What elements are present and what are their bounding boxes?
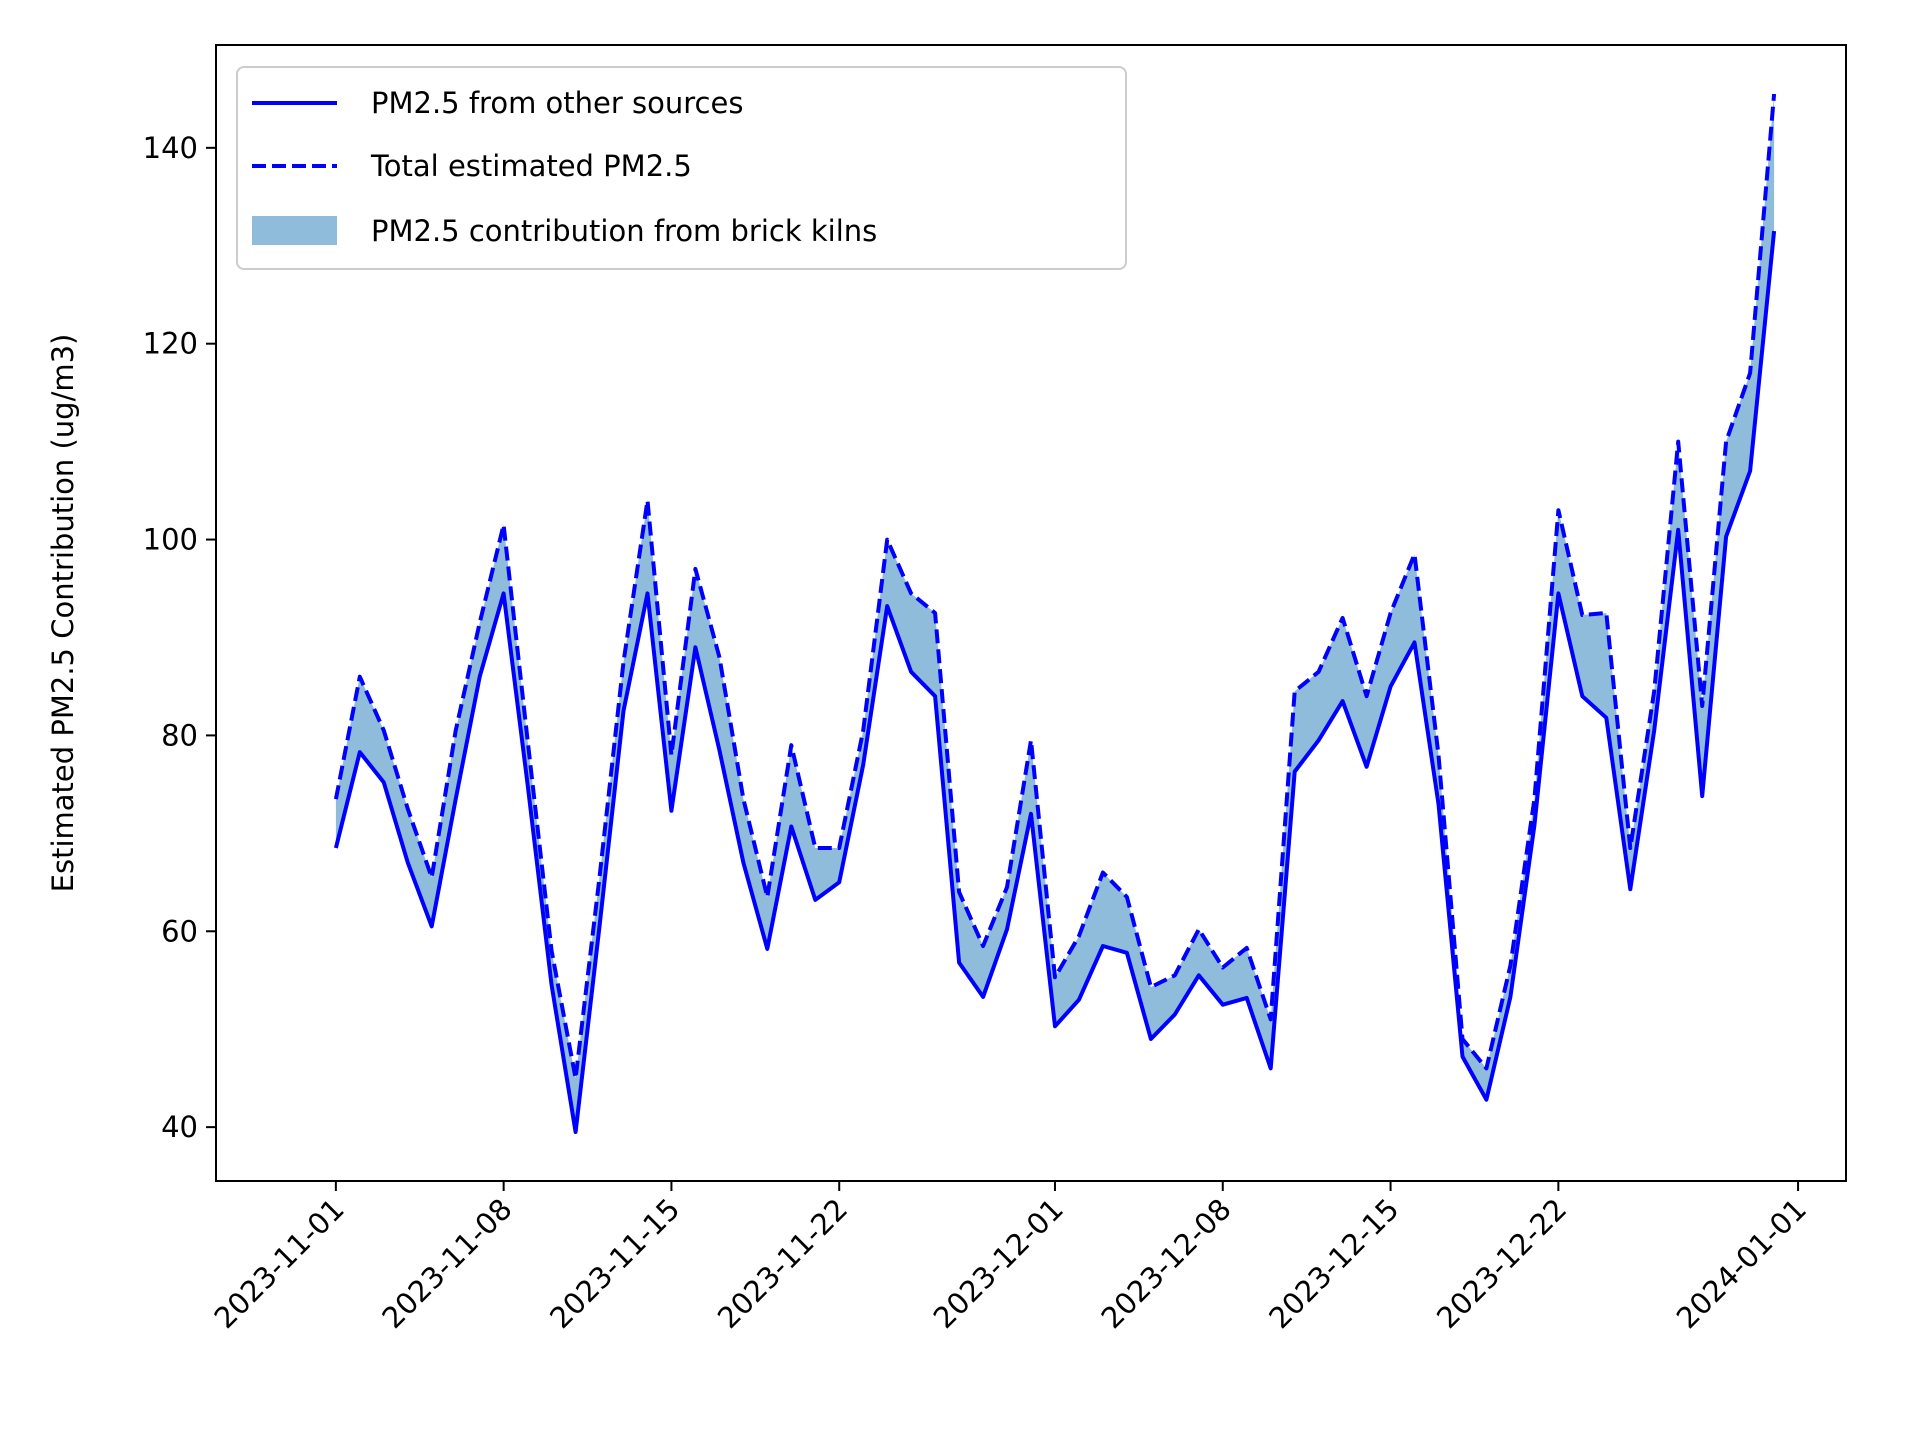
y-tick-label: 140 bbox=[143, 131, 198, 165]
legend-label-total: Total estimated PM2.5 bbox=[370, 149, 692, 183]
series-lines bbox=[333, 93, 1777, 1134]
legend-label-other-sources: PM2.5 from other sources bbox=[371, 86, 743, 120]
series-line-other-sources bbox=[333, 230, 1777, 1134]
x-tick-label: 2023-12-22 bbox=[1430, 1192, 1573, 1335]
y-tick-label: 60 bbox=[161, 914, 198, 948]
x-tick-label: 2023-11-01 bbox=[208, 1192, 351, 1335]
series-line-total bbox=[333, 93, 1777, 1081]
legend: PM2.5 from other sources Total estimated… bbox=[236, 66, 1127, 270]
x-tick-label: 2023-11-15 bbox=[543, 1192, 686, 1335]
legend-swatch-brick-kilns bbox=[252, 216, 337, 245]
y-axis: 40 60 80 100 120 140 bbox=[143, 131, 216, 1144]
y-axis-label: Estimated PM2.5 Contribution (ug/m3) bbox=[46, 334, 80, 893]
y-tick-label: 100 bbox=[143, 523, 198, 557]
plot-frame bbox=[215, 44, 1847, 1182]
legend-frame bbox=[236, 66, 1127, 270]
x-tick-label: 2024-01-01 bbox=[1670, 1192, 1813, 1335]
x-axis: 2023-11-01 2023-11-08 2023-11-15 2023-11-22… bbox=[208, 1181, 1813, 1335]
x-tick-label: 2023-12-15 bbox=[1262, 1192, 1405, 1335]
legend-label-brick-kilns: PM2.5 contribution from brick kilns bbox=[371, 214, 877, 248]
x-tick-label: 2023-11-08 bbox=[375, 1192, 518, 1335]
y-tick-label: 120 bbox=[143, 327, 198, 361]
x-tick-label: 2023-11-22 bbox=[711, 1192, 854, 1335]
y-tick-label: 80 bbox=[161, 718, 198, 752]
x-tick-label: 2023-12-08 bbox=[1094, 1192, 1237, 1335]
x-tick-label: 2023-12-01 bbox=[927, 1192, 1070, 1335]
y-tick-label: 40 bbox=[161, 1110, 198, 1144]
